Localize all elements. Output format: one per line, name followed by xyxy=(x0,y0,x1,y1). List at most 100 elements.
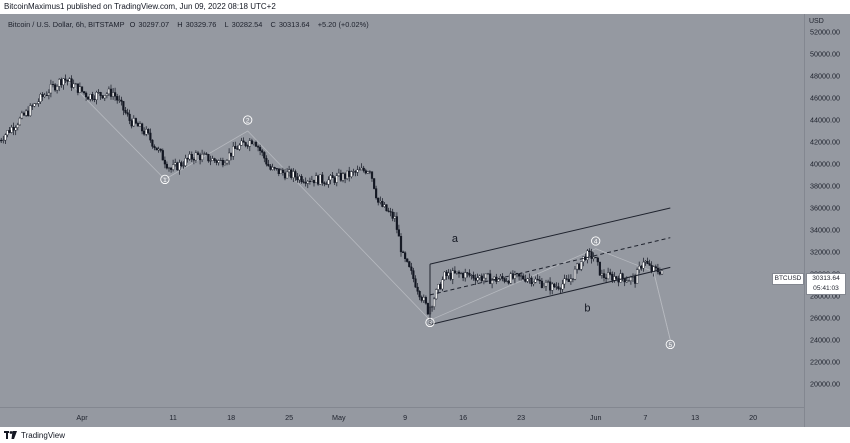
candle xyxy=(354,170,357,177)
candle xyxy=(447,269,450,280)
price-tick-label: 48000.00 xyxy=(810,71,840,81)
candle-body xyxy=(273,167,276,169)
candle xyxy=(25,109,28,117)
candle xyxy=(29,103,32,117)
candle xyxy=(426,302,429,315)
candle xyxy=(557,282,560,291)
candle-body xyxy=(350,171,353,177)
candle xyxy=(408,260,411,268)
candle-body xyxy=(578,263,581,270)
candle-body xyxy=(22,112,26,116)
candle-body xyxy=(62,78,65,86)
candle-body xyxy=(58,79,61,87)
candle-body xyxy=(557,286,560,289)
candle-body xyxy=(437,284,440,290)
candle xyxy=(621,272,624,282)
candle xyxy=(304,177,307,187)
candle-body xyxy=(416,286,419,292)
candle-body xyxy=(325,183,328,185)
candle-body xyxy=(269,165,272,170)
candle xyxy=(286,168,289,179)
candle-body xyxy=(395,216,398,230)
candle-body xyxy=(602,273,606,279)
candle xyxy=(590,248,593,264)
plot-area[interactable]: 1 2 3 4 5 a b Bitcoin / U.S. Dollar, 6h, BITST… xyxy=(0,14,804,407)
candle xyxy=(315,172,318,183)
candle xyxy=(229,152,233,161)
candle xyxy=(370,171,374,182)
candle-body xyxy=(192,158,195,161)
candle xyxy=(623,277,626,287)
candle xyxy=(571,278,574,283)
wave5-projection-line xyxy=(653,271,671,341)
candle-body xyxy=(254,141,258,147)
candle xyxy=(196,150,200,156)
candle-body xyxy=(315,175,318,183)
candle-body xyxy=(84,92,88,98)
candle-body xyxy=(507,280,510,284)
wave-circle xyxy=(243,115,253,125)
candle xyxy=(18,116,21,126)
legend-symbol: Bitcoin / U.S. Dollar, 6h, BITSTAMP xyxy=(8,20,125,29)
candle-body xyxy=(263,152,266,159)
candle-body xyxy=(317,175,320,185)
candle xyxy=(377,197,380,206)
candle xyxy=(588,248,591,256)
candle xyxy=(321,172,324,186)
candle xyxy=(308,177,311,185)
candle-body xyxy=(582,256,585,262)
candle xyxy=(82,91,86,95)
candle-body xyxy=(455,271,458,274)
candle xyxy=(375,185,378,200)
candle xyxy=(364,168,367,175)
time-tick-label: 16 xyxy=(459,413,468,422)
candle xyxy=(124,107,127,115)
candle-body xyxy=(43,94,46,97)
candle-body xyxy=(598,261,601,276)
candle-body xyxy=(513,273,516,279)
candle-body xyxy=(82,91,86,94)
candle xyxy=(271,163,274,171)
candle-body xyxy=(265,158,268,165)
candle-body xyxy=(211,158,214,161)
candle-body xyxy=(433,298,436,307)
candle-body xyxy=(39,94,42,103)
candle xyxy=(45,91,48,96)
candle xyxy=(37,98,40,107)
candle-body xyxy=(441,279,444,290)
candle-body xyxy=(391,211,394,219)
candle xyxy=(435,288,438,300)
candle xyxy=(507,280,510,285)
candle xyxy=(101,95,104,99)
candle-body xyxy=(159,148,162,151)
candle-body xyxy=(580,261,583,270)
candle xyxy=(78,82,81,94)
candle xyxy=(47,89,50,100)
candle xyxy=(8,127,11,134)
publication-caption: BitcoinMaximus1 published on TradingView… xyxy=(4,2,276,11)
wave-label-4: 4 xyxy=(591,236,601,246)
candle-body xyxy=(660,270,664,275)
price-tick-label: 22000.00 xyxy=(810,357,840,367)
price-axis[interactable]: USD 52000.00 50000.00 48000.00 46000.00 4400… xyxy=(804,14,850,427)
candle-body xyxy=(358,169,361,171)
candle xyxy=(503,277,506,284)
candle xyxy=(12,122,15,136)
candle xyxy=(130,118,133,129)
candle-body xyxy=(422,297,425,301)
candle xyxy=(565,275,568,281)
candle xyxy=(540,278,543,289)
channel-layer xyxy=(429,207,671,341)
candle xyxy=(445,270,448,280)
candle xyxy=(70,75,73,91)
candle-body xyxy=(482,277,485,281)
candle-body xyxy=(242,140,245,143)
price-tick-label: 42000.00 xyxy=(810,137,840,147)
candle-body xyxy=(615,276,618,279)
candle xyxy=(547,279,550,283)
candle-body xyxy=(101,95,104,99)
candle xyxy=(412,267,415,283)
time-axis[interactable]: Apr 11 18 25 May 9 16 23 Jun 7 13 20 xyxy=(0,407,804,427)
candle xyxy=(335,172,338,187)
